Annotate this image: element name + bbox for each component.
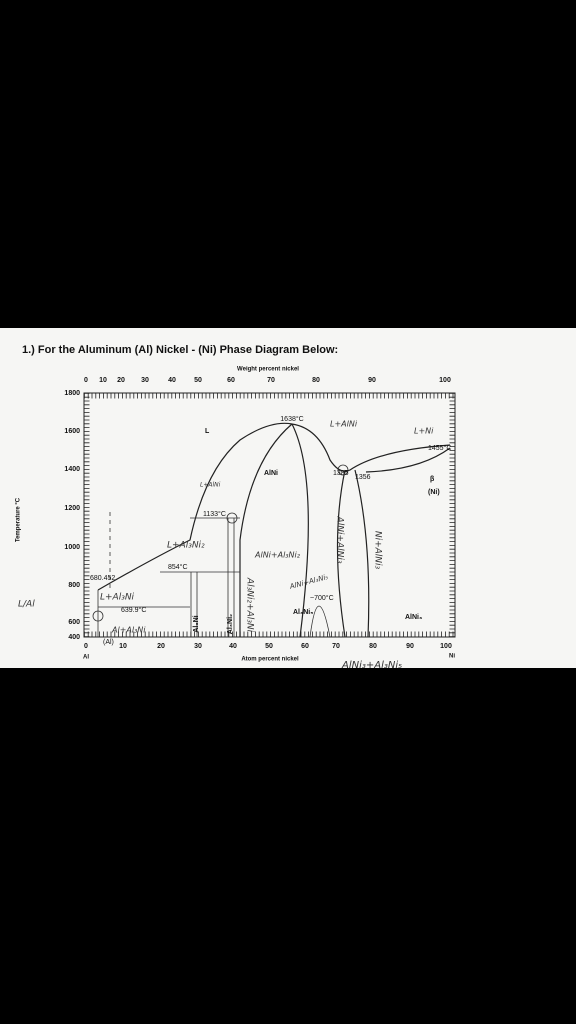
plot-frame: [83, 392, 456, 638]
top-tick-label: 60: [227, 377, 235, 384]
bottom-tick-label: 70: [332, 643, 340, 650]
left-tick-label: 1200: [64, 505, 80, 512]
left-tick-label: 800: [68, 582, 80, 589]
label: L+AlNi: [200, 482, 221, 489]
label: Al₃Ni₅: [293, 609, 313, 616]
label: (Ni): [428, 489, 440, 496]
top-tick-label: 70: [267, 377, 275, 384]
label: ~700°C: [310, 594, 334, 602]
label: Al₃Ni₂+Al₃Ni: [245, 577, 255, 633]
top-tick-label: 40: [168, 377, 176, 384]
label: Al+Al₃Ni: [111, 626, 146, 635]
bottom-tick-label: 100: [440, 643, 452, 650]
top-tick-label: 30: [141, 377, 149, 384]
label: 1385: [333, 470, 349, 477]
bottom-tick-label: 0: [84, 643, 88, 650]
left-tick-label: 400: [68, 634, 80, 641]
label: AlNi₃: [405, 614, 422, 621]
left-tick-label: 1800: [64, 390, 80, 397]
label: 854°C: [168, 563, 188, 571]
label: 1638°C: [280, 415, 303, 423]
top-tick-label: 0: [84, 377, 88, 384]
region-labels: 1638°C L L+AlNi L+Ni 1455°C AlNi 1385 13…: [18, 415, 451, 671]
top-tick-label: 90: [368, 377, 376, 384]
left-tick-label: 1000: [64, 544, 80, 551]
bottom-tick-label: 90: [406, 643, 414, 650]
label: 639.9°C: [121, 606, 146, 614]
bottom-tick-label: 50: [265, 643, 273, 650]
label: AlNi+AlNi₃: [335, 516, 345, 564]
label: L+Al₃Ni₂: [167, 541, 205, 551]
label: L+AlNi: [330, 420, 358, 429]
label: L/Al: [18, 600, 35, 610]
bottom-tick-label: 20: [157, 643, 165, 650]
left-tick-label: 600: [68, 619, 80, 626]
left-element: Al: [83, 655, 89, 661]
bottom-tick-label: 80: [369, 643, 377, 650]
label: 1133°C: [203, 510, 226, 518]
bottom-tick-label: 30: [194, 643, 202, 650]
label: L+Ni: [414, 427, 434, 436]
left-tick-label: 1400: [64, 466, 80, 473]
left-tick-label: 1600: [64, 428, 80, 435]
label: AlNi₃+Al₃Ni₅: [341, 660, 402, 671]
label: (Al): [103, 639, 114, 646]
question: 1.) For the Aluminum (Al) Nickel - (Ni) …: [22, 344, 338, 356]
left-axis-title: Temperature °C: [16, 497, 22, 542]
top-tick-label: 50: [194, 377, 202, 384]
bottom-tick-label: 60: [301, 643, 309, 650]
label: AlNi: [264, 470, 278, 477]
top-tick-label: 100: [439, 377, 451, 384]
bottom-axis-title: Atom percent nickel: [241, 657, 299, 663]
label: Al₃Ni₂: [227, 614, 234, 634]
label: 1356: [355, 474, 371, 481]
top-tick-label: 80: [312, 377, 320, 384]
top-tick-label: 10: [99, 377, 107, 384]
right-element: Ni: [449, 654, 455, 660]
label: L: [205, 428, 210, 435]
bottom-tick-label: 10: [119, 643, 127, 650]
label: 680.452: [90, 575, 115, 582]
label: β: [430, 476, 435, 483]
phase-boundaries: [92, 422, 451, 638]
label: 1455°C: [428, 444, 451, 452]
label: Ni+AlNi₃: [373, 531, 383, 570]
bottom-tick-label: 40: [229, 643, 237, 650]
label: AlNi+Al₃Ni₂: [254, 551, 301, 560]
top-axis-title: Weight percent nickel: [237, 367, 299, 373]
top-tick-label: 20: [117, 377, 125, 384]
label: L+Al₃Ni: [100, 593, 135, 603]
label: Al₃Ni: [193, 615, 200, 632]
